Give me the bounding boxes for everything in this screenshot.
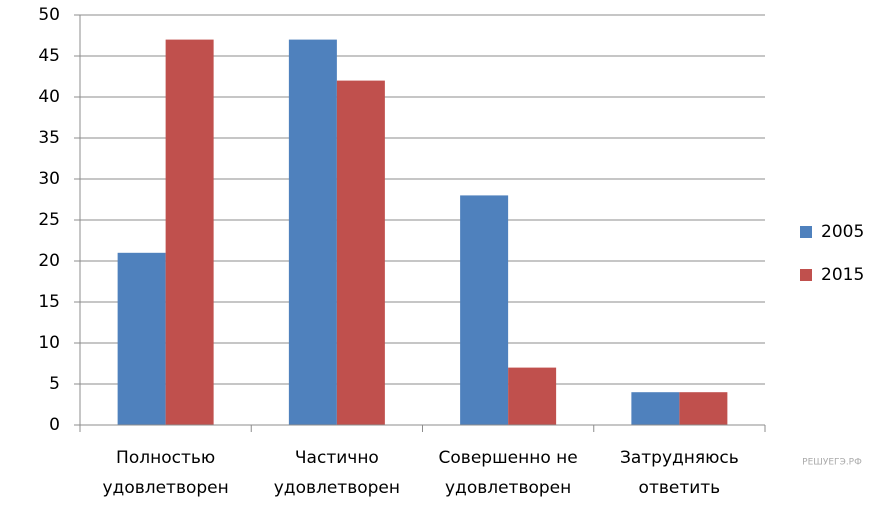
y-tick-label: 50 bbox=[38, 5, 60, 25]
x-tick-label: удовлетворен bbox=[274, 478, 400, 498]
x-tick-label: Совершенно не bbox=[439, 448, 578, 468]
y-tick-label: 10 bbox=[38, 333, 60, 353]
x-tick-label: Частично bbox=[295, 448, 379, 468]
x-tick-label: Полностью bbox=[116, 448, 215, 468]
y-tick-label: 20 bbox=[38, 251, 60, 271]
y-tick-label: 40 bbox=[38, 87, 60, 107]
y-tick-label: 30 bbox=[38, 169, 60, 189]
bar bbox=[336, 80, 385, 425]
bar bbox=[631, 392, 680, 425]
legend-label: 2005 bbox=[821, 222, 864, 242]
legend-swatch bbox=[800, 226, 812, 238]
y-tick-label: 0 bbox=[49, 415, 60, 435]
x-tick-label: удовлетворен bbox=[445, 478, 571, 498]
y-tick-label: 45 bbox=[38, 46, 60, 66]
y-tick-label: 15 bbox=[38, 292, 60, 312]
y-tick-label: 5 bbox=[49, 374, 60, 394]
bar bbox=[288, 39, 337, 425]
x-tick-label: ответить bbox=[639, 478, 721, 498]
x-tick-label: удовлетворен bbox=[103, 478, 229, 498]
bar bbox=[508, 367, 557, 425]
bar bbox=[117, 252, 166, 425]
bar bbox=[460, 195, 509, 425]
y-tick-label: 25 bbox=[38, 210, 60, 230]
legend-swatch bbox=[800, 269, 812, 281]
bar bbox=[165, 39, 214, 425]
watermark: РЕШУЕГЭ.РФ bbox=[802, 458, 862, 468]
legend-label: 2015 bbox=[821, 265, 864, 285]
bar bbox=[679, 392, 728, 425]
x-tick-label: Затрудняюсь bbox=[620, 448, 739, 468]
y-tick-label: 35 bbox=[38, 128, 60, 148]
